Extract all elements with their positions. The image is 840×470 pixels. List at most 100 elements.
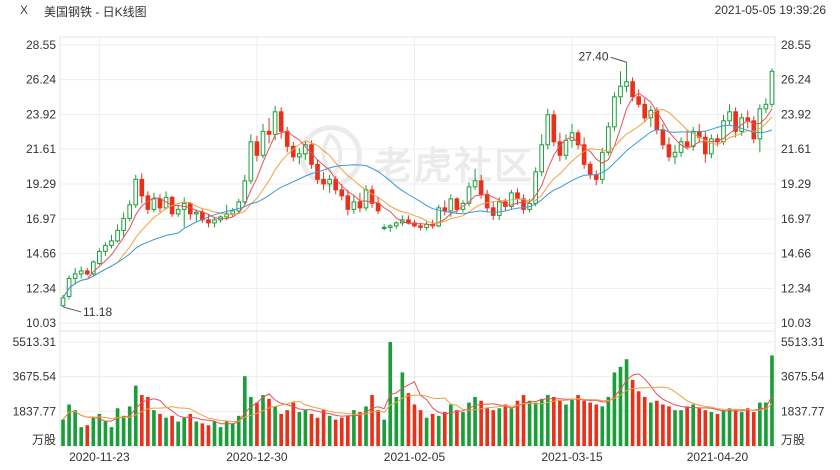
candle-body: [763, 103, 769, 110]
volume-bar: [309, 413, 314, 446]
candle-body: [612, 96, 617, 128]
volume-bar: [176, 421, 180, 446]
volume-bar: [388, 342, 393, 446]
volume-bar: [691, 404, 696, 446]
candle-body: [672, 151, 678, 158]
low-label: 11.18: [83, 305, 112, 319]
volume-bar: [182, 417, 187, 446]
candle-body: [272, 111, 278, 135]
price-tick-label-right: 23.92: [781, 108, 811, 122]
volume-bar: [261, 395, 265, 446]
volume-bar: [685, 406, 689, 446]
price-tick-label-right: 21.61: [781, 142, 811, 156]
volume-bar: [115, 408, 120, 446]
volume-bar: [600, 406, 605, 446]
volume-bar: [382, 419, 386, 446]
volume-bar: [552, 396, 556, 446]
candle-body: [78, 270, 84, 275]
candle-body: [418, 225, 423, 228]
price-tick-label-left: 14.66: [26, 247, 56, 261]
candle-body: [297, 153, 302, 158]
candle-body: [581, 144, 587, 165]
candle-body: [121, 217, 126, 231]
candle-body: [587, 163, 593, 176]
volume-bar: [715, 413, 720, 446]
volume-bar: [503, 404, 508, 446]
volume-bar: [727, 408, 732, 446]
candle-body: [606, 126, 611, 153]
price-tick-label-left: 26.24: [26, 73, 56, 87]
price-tick-label-right: 28.55: [781, 38, 811, 52]
volume-bar: [436, 415, 441, 446]
chart-title: 美国钢铁 - 日K线图: [44, 5, 147, 19]
candle-body: [278, 111, 284, 132]
volume-bar: [576, 395, 580, 446]
volume-bar: [509, 408, 514, 446]
volume-bar: [267, 398, 271, 446]
volume-tick-label-right: 5513.31: [781, 335, 825, 349]
volume-bar: [188, 413, 193, 446]
candle-body: [284, 130, 290, 147]
volume-bar: [582, 400, 586, 446]
candle-body: [109, 240, 114, 246]
candle-body: [224, 213, 229, 218]
volume-bar: [636, 391, 641, 446]
volume-bar: [61, 419, 65, 446]
candle-body: [327, 178, 332, 185]
close-icon[interactable]: X: [20, 3, 29, 17]
candle-body: [72, 273, 78, 279]
candle-body: [393, 222, 399, 227]
volume-tick-label-right: 1837.77: [781, 404, 825, 418]
price-tick-label-left: 23.92: [26, 108, 56, 122]
candle-body: [194, 211, 199, 215]
price-tick-label-right: 26.24: [781, 73, 811, 87]
candle-body: [266, 130, 272, 135]
candle-body: [127, 204, 133, 219]
candle-body: [357, 201, 363, 209]
volume-bar: [255, 402, 259, 446]
volume-bar: [764, 402, 768, 446]
volume-bar: [85, 425, 90, 446]
x-tick-label: 2021-04-20: [687, 450, 749, 464]
header-bar: X 美国钢铁 - 日K线图 2021-05-05 19:39:26: [0, 0, 840, 22]
volume-tick-label-left: 1837.77: [13, 404, 57, 418]
price-tick-label-right: 16.97: [781, 212, 811, 226]
volume-bar: [315, 417, 320, 446]
x-tick-label: 2020-12-30: [226, 450, 288, 464]
price-tick-label-left: 21.61: [26, 142, 56, 156]
x-tick-label: 2020-11-23: [69, 450, 130, 464]
volume-bar: [242, 376, 247, 446]
volume-tick-label-left: 5513.31: [13, 335, 57, 349]
volume-bar: [770, 355, 774, 446]
candle-body: [254, 141, 260, 156]
volume-bar: [194, 421, 199, 446]
volume-bar: [442, 412, 447, 446]
candle-body: [484, 193, 490, 209]
volume-bar: [109, 427, 114, 446]
volume-bar: [133, 385, 138, 446]
volume-tick-label-right: 3675.54: [781, 370, 825, 384]
candle-body: [563, 139, 569, 156]
volume-bar: [733, 410, 738, 446]
volume-bar: [721, 410, 726, 446]
volume-bar: [236, 415, 241, 446]
candle-body: [618, 85, 623, 98]
price-ma-line: [62, 108, 773, 299]
candle-body: [66, 277, 72, 297]
volume-bar: [146, 396, 150, 446]
volume-bar: [67, 404, 71, 446]
volume-bar: [273, 406, 277, 446]
candle-body: [630, 81, 635, 98]
volume-bar: [491, 410, 496, 446]
high-label: 27.40: [579, 49, 609, 63]
candle-body: [733, 111, 738, 132]
candle-body: [636, 96, 641, 105]
volume-bar: [152, 410, 156, 446]
volume-bar: [73, 410, 77, 446]
volume-bar: [648, 402, 653, 446]
volume-bar: [303, 410, 308, 446]
volume-bar: [321, 410, 326, 446]
candle-body: [624, 81, 629, 87]
volume-bar: [346, 415, 350, 446]
